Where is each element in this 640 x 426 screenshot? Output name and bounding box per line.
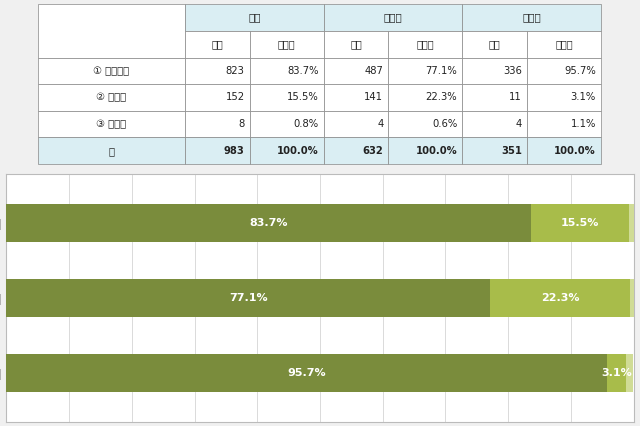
- Bar: [630, 279, 634, 317]
- Bar: [185, 137, 250, 164]
- Bar: [490, 279, 630, 317]
- Text: 全体: 全体: [248, 13, 260, 23]
- Bar: [185, 84, 250, 111]
- Bar: [185, 4, 324, 31]
- Bar: [6, 279, 490, 317]
- Bar: [388, 137, 462, 164]
- Bar: [462, 84, 527, 111]
- Text: 3.1%: 3.1%: [601, 368, 632, 378]
- Text: 83.7%: 83.7%: [287, 66, 319, 76]
- Text: ③ 無回答: ③ 無回答: [97, 119, 127, 129]
- Text: 11: 11: [509, 92, 522, 102]
- Bar: [324, 111, 388, 137]
- Text: 構成比: 構成比: [555, 39, 573, 49]
- Text: 487: 487: [364, 66, 383, 76]
- Text: 100.0%: 100.0%: [415, 146, 458, 155]
- Bar: [38, 4, 185, 58]
- Text: 実数: 実数: [212, 39, 223, 49]
- Text: 1.1%: 1.1%: [571, 119, 596, 129]
- Bar: [185, 31, 250, 58]
- Text: 0.8%: 0.8%: [294, 119, 319, 129]
- Text: 中学校: 中学校: [522, 13, 541, 23]
- Bar: [388, 84, 462, 111]
- Bar: [250, 84, 324, 111]
- Text: 77.1%: 77.1%: [426, 66, 458, 76]
- Bar: [462, 58, 527, 84]
- Bar: [250, 31, 324, 58]
- Text: 4: 4: [377, 119, 383, 129]
- Bar: [38, 111, 185, 137]
- Bar: [462, 4, 601, 31]
- Bar: [527, 111, 601, 137]
- Bar: [628, 204, 634, 242]
- Bar: [607, 354, 626, 392]
- Bar: [250, 111, 324, 137]
- Bar: [388, 111, 462, 137]
- Bar: [527, 137, 601, 164]
- Text: 構成比: 構成比: [417, 39, 434, 49]
- Bar: [527, 31, 601, 58]
- Bar: [250, 137, 324, 164]
- Text: 100.0%: 100.0%: [277, 146, 319, 155]
- Text: 95.7%: 95.7%: [287, 368, 326, 378]
- Text: 22.3%: 22.3%: [426, 92, 458, 102]
- Text: 351: 351: [501, 146, 522, 155]
- Bar: [324, 84, 388, 111]
- Bar: [185, 58, 250, 84]
- Text: 22.3%: 22.3%: [541, 293, 579, 303]
- Bar: [324, 137, 388, 164]
- Bar: [462, 111, 527, 137]
- Text: 95.7%: 95.7%: [564, 66, 596, 76]
- Text: 632: 632: [363, 146, 383, 155]
- Text: 336: 336: [503, 66, 522, 76]
- Text: 141: 141: [364, 92, 383, 102]
- Bar: [6, 354, 607, 392]
- Bar: [388, 58, 462, 84]
- Bar: [388, 31, 462, 58]
- Text: 実数: 実数: [350, 39, 362, 49]
- Text: 983: 983: [224, 146, 244, 155]
- Bar: [462, 31, 527, 58]
- Text: 小学校: 小学校: [384, 13, 403, 23]
- Text: 83.7%: 83.7%: [250, 218, 288, 228]
- Bar: [38, 84, 185, 111]
- Text: 100.0%: 100.0%: [554, 146, 596, 155]
- Bar: [38, 58, 185, 84]
- Bar: [324, 58, 388, 84]
- Text: 4: 4: [516, 119, 522, 129]
- Text: 77.1%: 77.1%: [229, 293, 268, 303]
- Bar: [462, 137, 527, 164]
- Text: 152: 152: [226, 92, 244, 102]
- Text: ① 整備済み: ① 整備済み: [93, 66, 129, 76]
- Bar: [527, 58, 601, 84]
- Text: 823: 823: [226, 66, 244, 76]
- Bar: [38, 137, 185, 164]
- Text: 8: 8: [239, 119, 244, 129]
- Bar: [626, 354, 633, 392]
- Bar: [324, 31, 388, 58]
- Text: 0.6%: 0.6%: [432, 119, 458, 129]
- Text: 実数: 実数: [489, 39, 500, 49]
- Text: 15.5%: 15.5%: [561, 218, 599, 228]
- Text: ② 未整備: ② 未整備: [97, 92, 127, 102]
- Bar: [531, 204, 628, 242]
- Text: 構成比: 構成比: [278, 39, 296, 49]
- Bar: [6, 204, 531, 242]
- Bar: [324, 4, 462, 31]
- Bar: [250, 58, 324, 84]
- Text: 3.1%: 3.1%: [571, 92, 596, 102]
- Bar: [527, 84, 601, 111]
- Bar: [185, 111, 250, 137]
- Text: 15.5%: 15.5%: [287, 92, 319, 102]
- Text: 計: 計: [108, 146, 115, 155]
